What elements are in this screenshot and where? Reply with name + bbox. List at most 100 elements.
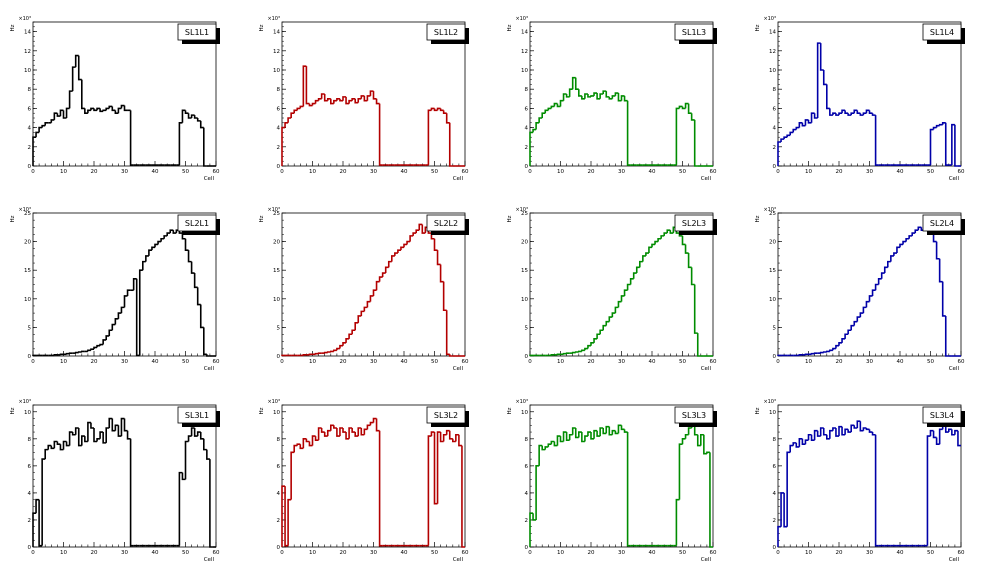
histogram-bin [357,315,362,323]
histogram-bin [865,427,870,431]
histogram-bin [56,113,61,117]
histogram-bin [299,105,304,109]
histogram-bin [196,431,201,437]
histogram-bin [847,429,852,433]
histogram-bin [281,126,286,166]
y-tick-label: 25 [24,211,31,217]
x-tick-label: 40 [401,550,408,556]
histogram-bin [587,94,591,98]
histogram-bin [448,430,453,440]
y-axis-exponent: ×10³ [515,207,528,213]
histogram-bin [935,437,940,446]
histogram-bin [172,230,177,234]
histogram-bin [841,338,846,343]
title-box [674,214,714,232]
histogram-bin [372,417,377,423]
histogram-bin [859,312,864,318]
title-box [922,23,962,41]
histogram-bin [74,427,79,435]
histogram-bin [81,350,85,353]
x-tick-label: 60 [213,169,220,175]
histogram-bin [99,108,104,113]
histogram-bin [360,427,365,436]
x-tick-label: 30 [866,169,873,175]
histogram-bin [59,109,64,117]
histogram-bin [132,277,137,291]
y-tick-label: 20 [273,240,280,246]
histogram-bin [877,277,882,285]
y-tick-label: 2 [28,518,32,524]
histogram-bin [690,113,695,121]
histogram-bin [687,427,692,435]
histogram-bin [305,438,310,443]
histogram-bin [593,429,598,439]
histogram-bin [571,427,576,435]
histogram-bin [129,110,134,166]
title-box [177,23,217,41]
histogram-panel-sl2l3: 0 10 20 30 40 50 60 0 5 10 15 20 25 Cell Hz×10³ SL2L3 [507,207,717,372]
histogram-bin [578,89,582,97]
histogram-bin [556,103,561,108]
title-box [177,406,217,424]
histogram-bin [71,66,76,92]
histogram-bin [532,513,537,521]
histogram-bin [90,107,94,111]
x-tick-label: 30 [618,169,625,175]
histogram-bin [587,431,591,437]
histogram-bin [611,95,616,99]
histogram-bin [678,105,683,109]
histogram-bin [305,66,310,105]
histogram-bin [871,113,876,116]
histogram-bin [893,252,897,256]
histogram-bin [326,351,331,353]
title-box [177,214,217,232]
y-tick-label: 2 [525,518,529,524]
histogram-bin [117,425,122,437]
histogram-bin [687,253,692,269]
y-tick-label: 10 [24,297,31,303]
x-tick-label: 30 [866,359,873,365]
x-tick-label: 30 [370,169,377,175]
histogram-bin [835,113,839,116]
histogram-bin [53,112,58,120]
histogram-bin [529,512,534,547]
x-axis-label: Cell [204,176,215,182]
histogram-bin [693,423,698,436]
histogram-bin [844,333,849,339]
y-tick-label: 4 [28,126,32,132]
histogram-bin [832,427,836,431]
histogram-bin [111,323,116,331]
x-tick-label: 10 [60,169,67,175]
y-axis-exponent: ×10³ [267,399,280,405]
histogram-bin [366,300,371,308]
histogram-bin [532,128,537,133]
histogram-bin [957,430,961,447]
histogram-bin [354,98,359,104]
histogram-bin [810,352,815,355]
histogram-bin [826,84,830,110]
histogram-bin [844,110,849,114]
y-axis-label: Hz [507,24,513,31]
histogram-bin [807,119,812,124]
plot-frame [281,212,466,357]
x-tick-label: 0 [280,550,284,556]
histogram-bin [804,119,809,126]
histogram-bin [847,329,852,335]
histogram-bin [84,436,88,443]
y-tick-label: 5 [277,325,281,331]
histogram-bin [378,276,383,282]
y-tick-label: 4 [773,126,777,132]
y-tick-label: 8 [525,87,529,93]
histogram-bin [114,424,119,431]
histogram-bin [529,354,534,357]
histogram-bin [339,427,343,437]
y-tick-label: 6 [773,464,777,470]
histogram-bin [605,425,610,434]
x-axis-label: Cell [949,557,960,563]
panel-title: SL2L3 [682,219,706,228]
y-tick-label: 0 [773,545,777,551]
histogram-bin [203,127,207,167]
y-axis-label: Hz [507,215,513,222]
histogram-bin [590,95,595,97]
histogram-bin [632,272,637,279]
